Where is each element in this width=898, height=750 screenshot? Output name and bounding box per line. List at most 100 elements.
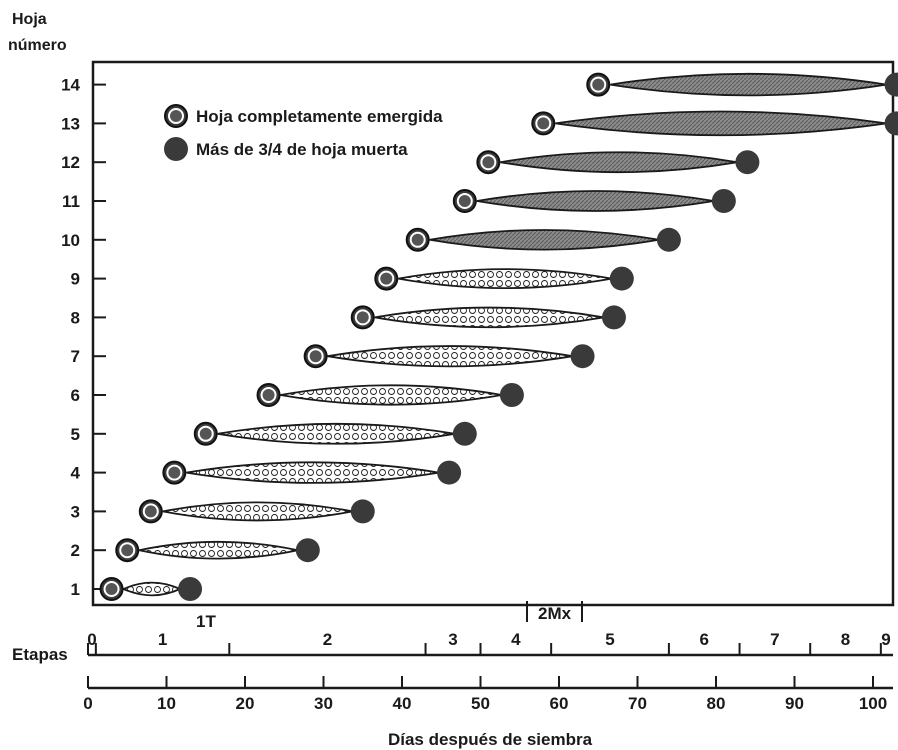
leaf-dead-marker-10: [656, 227, 681, 252]
leaf-dead-marker-2: [295, 538, 320, 563]
y-tick-label-9: 9: [71, 270, 80, 289]
leaf-3: [138, 499, 375, 524]
leaf-blade-8: [374, 306, 605, 329]
y-tick-label-14: 14: [61, 76, 80, 95]
leaf-dead-marker-14: [884, 72, 898, 97]
leaf-2: [115, 538, 320, 563]
leaf-9: [374, 266, 634, 291]
leaf-emerged-marker-inner-2: [119, 542, 136, 559]
y-tick-label-10: 10: [61, 231, 80, 250]
marker-1t-label: 1T: [196, 612, 216, 631]
leaf-blade-6: [280, 384, 503, 406]
leaf-dead-marker-5: [452, 421, 477, 446]
leaf-dead-marker-8: [601, 305, 626, 330]
leaf-emerged-marker-inner-12: [480, 154, 497, 171]
y-tick-label-6: 6: [71, 386, 80, 405]
y-axis-label-line1: Hoja: [12, 11, 47, 28]
leaf-10: [405, 227, 681, 252]
leaf-blade-10: [429, 229, 660, 251]
leaf-dead-marker-13: [884, 111, 898, 136]
stage-label-5: 5: [605, 630, 614, 649]
marker-2mx-label: 2Mx: [538, 604, 572, 623]
leaf-blade-13: [555, 110, 887, 137]
leaf-blade-1: [121, 581, 183, 597]
stage-label-3: 3: [448, 630, 457, 649]
leaf-4: [162, 460, 462, 485]
stage-label-4: 4: [511, 630, 521, 649]
leaf-blade-3: [162, 501, 353, 522]
x-axis-ticks: 0 10 20 30 40 50 60 70 80 90 100: [83, 676, 887, 713]
y-tick-label-11: 11: [62, 192, 80, 211]
y-tick-label-12: 12: [61, 153, 80, 172]
stage-label-1: 1: [158, 630, 167, 649]
y-axis-label-line2: número: [8, 37, 67, 54]
leaf-blade-4: [186, 461, 440, 484]
y-tick-label-7: 7: [71, 347, 80, 366]
stages-label: Etapas: [12, 645, 68, 664]
leaf-8: [350, 305, 626, 330]
leaf-7: [303, 344, 595, 369]
x-tick-label-70: 70: [628, 694, 647, 713]
leaf-emerged-marker-inner-10: [409, 231, 426, 248]
leaf-emerged-marker-inner-6: [260, 387, 277, 403]
leaf-emerged-marker-inner-3: [142, 503, 159, 520]
leaf-blade-12: [500, 151, 738, 174]
marker-1t: 1T: [196, 612, 216, 631]
stage-label-8: 8: [841, 630, 850, 649]
legend-ring-inner-icon: [168, 108, 184, 124]
x-tick-label-80: 80: [707, 694, 726, 713]
leaf-11: [452, 189, 736, 213]
leaf-5: [193, 421, 477, 446]
y-tick-label-4: 4: [71, 464, 81, 483]
leaf-dead-marker-1: [178, 577, 203, 601]
leaf-emerged-marker-inner-4: [166, 464, 183, 481]
leaf-emerged-marker-inner-14: [590, 76, 607, 93]
leaf-emerged-marker-inner-11: [456, 193, 473, 209]
leaf-emerged-marker-inner-5: [197, 425, 214, 442]
stage-label-9: 9: [881, 630, 890, 649]
stage-label-2: 2: [323, 630, 332, 649]
x-axis-label: Días después de siembra: [388, 730, 593, 749]
leaf-blade-11: [476, 190, 714, 212]
stages-axis: 0 1 2 3 4 5 6 7 8 9: [87, 630, 891, 655]
leaf-dead-marker-6: [499, 383, 524, 407]
stage-label-7: 7: [770, 630, 779, 649]
x-tick-label-10: 10: [157, 694, 176, 713]
y-tick-label-13: 13: [61, 114, 80, 133]
y-tick-label-8: 8: [71, 308, 80, 327]
x-tick-label-60: 60: [550, 694, 569, 713]
legend-label-dead: Más de 3/4 de hoja muerta: [196, 140, 408, 159]
leaf-dead-marker-11: [711, 189, 736, 213]
leaf-emerged-marker-inner-13: [535, 115, 552, 132]
leaf-emerged-marker-inner-8: [354, 309, 371, 326]
legend-solid-circle-icon: [164, 137, 188, 161]
leaf-emerged-marker-inner-1: [103, 581, 120, 597]
leaf-blade-7: [327, 345, 573, 368]
leaf-blade-9: [398, 268, 612, 289]
leaf-dead-marker-7: [570, 344, 595, 369]
stage-label-0: 0: [87, 630, 96, 649]
leaf-series: [99, 72, 898, 601]
y-tick-label-3: 3: [71, 502, 80, 521]
x-tick-label-0: 0: [83, 694, 92, 713]
leaf-dead-marker-4: [437, 460, 462, 485]
leaf-blade-2: [139, 540, 298, 560]
leaf-6: [256, 383, 524, 407]
leaf-dead-marker-9: [609, 266, 634, 291]
x-tick-label-30: 30: [314, 694, 333, 713]
leaf-12: [476, 150, 760, 175]
marker-2mx: 2Mx: [526, 601, 583, 623]
leaf-14: [586, 72, 898, 97]
leaf-dead-marker-3: [350, 499, 375, 524]
x-tick-label-50: 50: [471, 694, 490, 713]
plot-frame: [91, 60, 895, 607]
legend-label-emerged: Hoja completamente emergida: [196, 107, 443, 126]
x-tick-label-40: 40: [393, 694, 412, 713]
x-tick-label-100: 100: [859, 694, 887, 713]
y-tick-label-5: 5: [71, 425, 80, 444]
y-tick-label-2: 2: [71, 541, 80, 560]
x-tick-label-20: 20: [236, 694, 255, 713]
leaf-blade-14: [610, 72, 887, 97]
